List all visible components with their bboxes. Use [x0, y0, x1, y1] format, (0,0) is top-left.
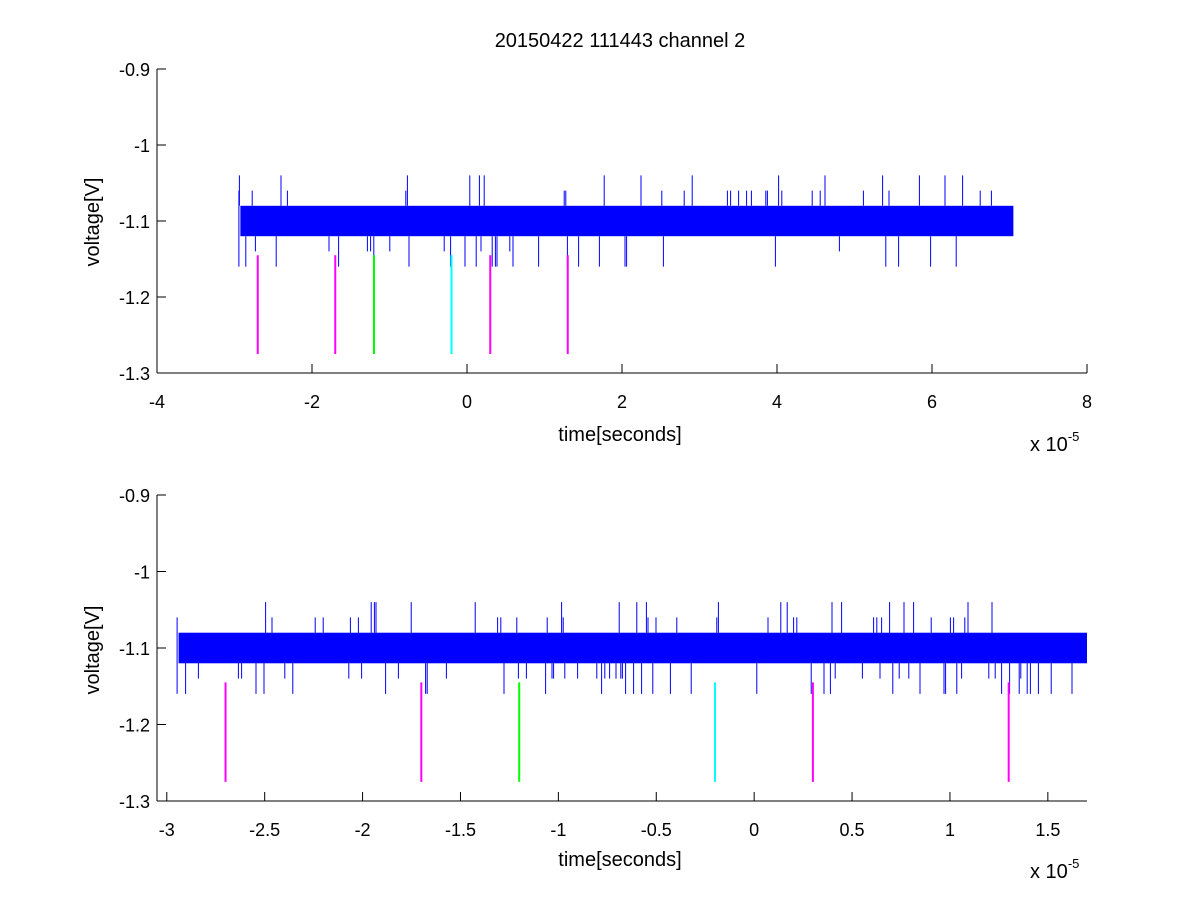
top-y-tick-label: -1 [134, 136, 150, 156]
top-y-tick-label: -1.2 [119, 288, 150, 308]
top-signal-spikes [238, 175, 992, 267]
top-x-exponent: x 10-5 [1030, 429, 1079, 456]
top-signal-layer [238, 175, 1014, 267]
bottom-y-tick-label: -0.9 [119, 486, 150, 506]
top-x-tick-label: 4 [772, 392, 782, 412]
bottom-axes-frame [156, 494, 1087, 802]
bottom-x-tick-label: 1.5 [1035, 820, 1060, 840]
top-x-axis-label: time[seconds] [558, 424, 681, 446]
bottom-x-tick-label: -1.5 [445, 820, 476, 840]
top-subplot: -4 -2 0 2 4 6 8 -0.9 -1 -1.1 -1.2 -1.3 time[second… [82, 60, 1092, 456]
bottom-x-tick-label: 0.5 [840, 820, 865, 840]
bottom-subplot: -3 -2.5 -2 -1.5 -1 -0.5 0 0.5 1 1.5 -0.9 -1 -1.1 -1.… [82, 486, 1087, 883]
top-x-tick-label: 8 [1082, 392, 1092, 412]
bottom-y-axis-label: voltage[V] [82, 606, 104, 695]
top-y-tick-label: -0.9 [119, 60, 150, 80]
bottom-x-exponent: x 10-5 [1030, 856, 1079, 883]
bottom-x-axis-label: time[seconds] [558, 849, 681, 871]
top-signal-band [240, 205, 1014, 237]
bottom-x-tick-label: 1 [945, 820, 955, 840]
bottom-y-tick-label: -1.2 [119, 716, 150, 736]
top-x-tick-label: -4 [149, 392, 165, 412]
bottom-y-tick-labels: -0.9 -1 -1.1 -1.2 -1.3 [119, 486, 150, 812]
top-y-tick-label: -1.3 [119, 364, 150, 384]
top-y-tick-labels: -0.9 -1 -1.1 -1.2 -1.3 [119, 60, 150, 384]
top-y-axis-label: voltage[V] [82, 178, 104, 267]
bottom-signal-spikes [176, 602, 1073, 694]
bottom-marker-layer [224, 682, 1010, 782]
bottom-x-tick-label: 0 [749, 820, 759, 840]
top-x-tick-labels: -4 -2 0 2 4 6 8 [149, 392, 1092, 412]
figure-title: 20150422 111443 channel 2 [495, 30, 746, 52]
top-x-tick-label: 0 [462, 392, 472, 412]
bottom-y-tick-label: -1 [134, 563, 150, 583]
top-x-tick-label: 6 [927, 392, 937, 412]
top-x-tick-label: -2 [304, 392, 320, 412]
top-axes-frame [156, 68, 1088, 374]
bottom-x-tick-label: -1 [550, 820, 566, 840]
bottom-signal-layer [176, 602, 1087, 694]
bottom-y-tick-label: -1.1 [119, 639, 150, 659]
bottom-x-tick-label: -3 [159, 820, 175, 840]
top-y-tick-label: -1.1 [119, 212, 150, 232]
bottom-x-tick-labels: -3 -2.5 -2 -1.5 -1 -0.5 0 0.5 1 1.5 [159, 820, 1061, 840]
bottom-y-tick-label: -1.3 [119, 792, 150, 812]
bottom-x-tick-label: -2.5 [249, 820, 280, 840]
top-x-tick-label: 2 [617, 392, 627, 412]
bottom-x-tick-label: -2 [355, 820, 371, 840]
top-marker-layer [256, 255, 569, 354]
bottom-signal-band [178, 632, 1087, 664]
bottom-x-tick-label: -0.5 [641, 820, 672, 840]
